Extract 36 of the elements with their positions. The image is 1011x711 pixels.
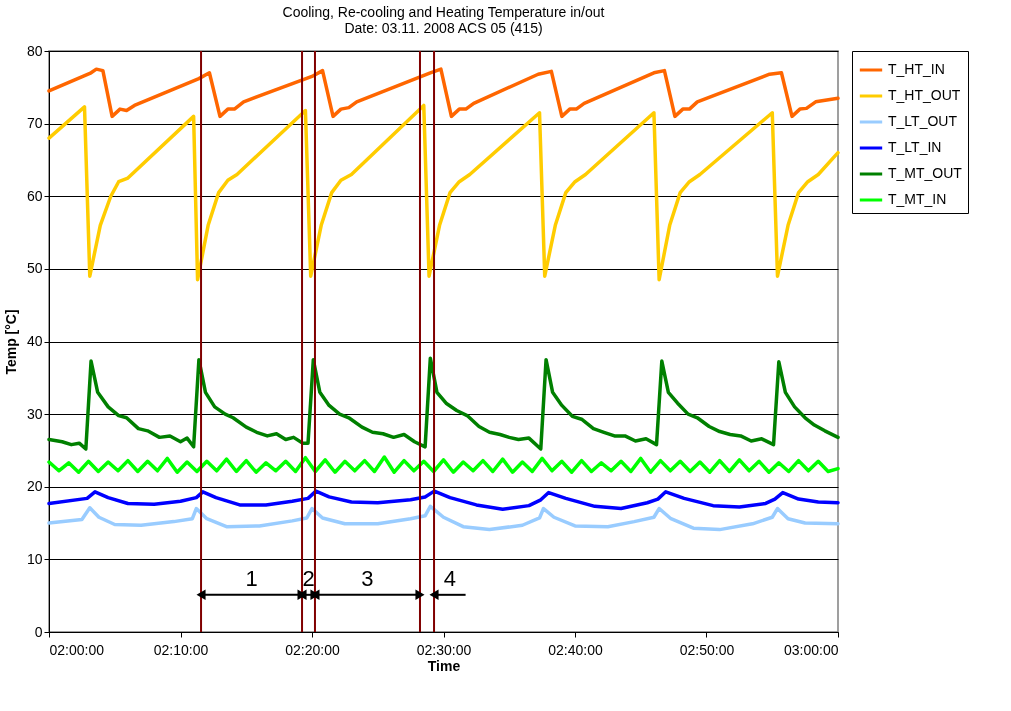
- y-tick-label: 50: [26, 260, 43, 277]
- y-tick-label: 30: [26, 405, 43, 422]
- y-tick-label: 40: [26, 333, 43, 349]
- x-tick-label: 02:20:00: [285, 641, 340, 658]
- x-tick-label: 02:10:00: [153, 641, 209, 658]
- line-series: [47, 67, 840, 119]
- y-tick-label: 80: [26, 42, 43, 59]
- annotation: 4: [443, 565, 456, 591]
- x-axis-title: Time: [427, 657, 461, 674]
- line-series: [47, 489, 840, 512]
- y-axis-title: Temp [°C]: [2, 309, 19, 375]
- line-series: [47, 356, 840, 451]
- annotation: 1: [245, 565, 258, 591]
- x-tick-label: 02:30:00: [416, 641, 472, 658]
- x-tick-label: 02:00:00: [49, 641, 105, 658]
- chart-title: Cooling, Re-cooling and Heating Temperature in/out: [282, 4, 605, 20]
- y-tick-label: 0: [34, 623, 43, 640]
- line-series: [47, 455, 840, 474]
- y-tick-label: 70: [26, 115, 43, 132]
- y-tick-label: 20: [26, 478, 43, 495]
- x-tick-label: 02:40:00: [548, 641, 603, 658]
- legend-label: T_MT_IN: [888, 191, 947, 207]
- y-tick-label: 10: [26, 550, 43, 567]
- x-tick-label: 02:50:00: [679, 641, 735, 658]
- legend-label: T_MT_OUT: [888, 165, 963, 181]
- legend-label: T_HT_IN: [888, 61, 945, 77]
- legend-label: T_LT_OUT: [888, 113, 958, 129]
- y-tick-label: 60: [26, 187, 43, 204]
- x-tick-label: 03:00:00: [784, 641, 839, 658]
- annotation: 3: [361, 565, 374, 591]
- annotation: 2: [302, 565, 315, 591]
- chart-subtitle: Date: 03.11. 2008 ACS 05 (415): [344, 20, 543, 36]
- legend-label: T_LT_IN: [888, 139, 942, 155]
- line-series: [47, 504, 840, 532]
- line-series: [47, 103, 840, 282]
- legend-label: T_HT_OUT: [888, 87, 961, 103]
